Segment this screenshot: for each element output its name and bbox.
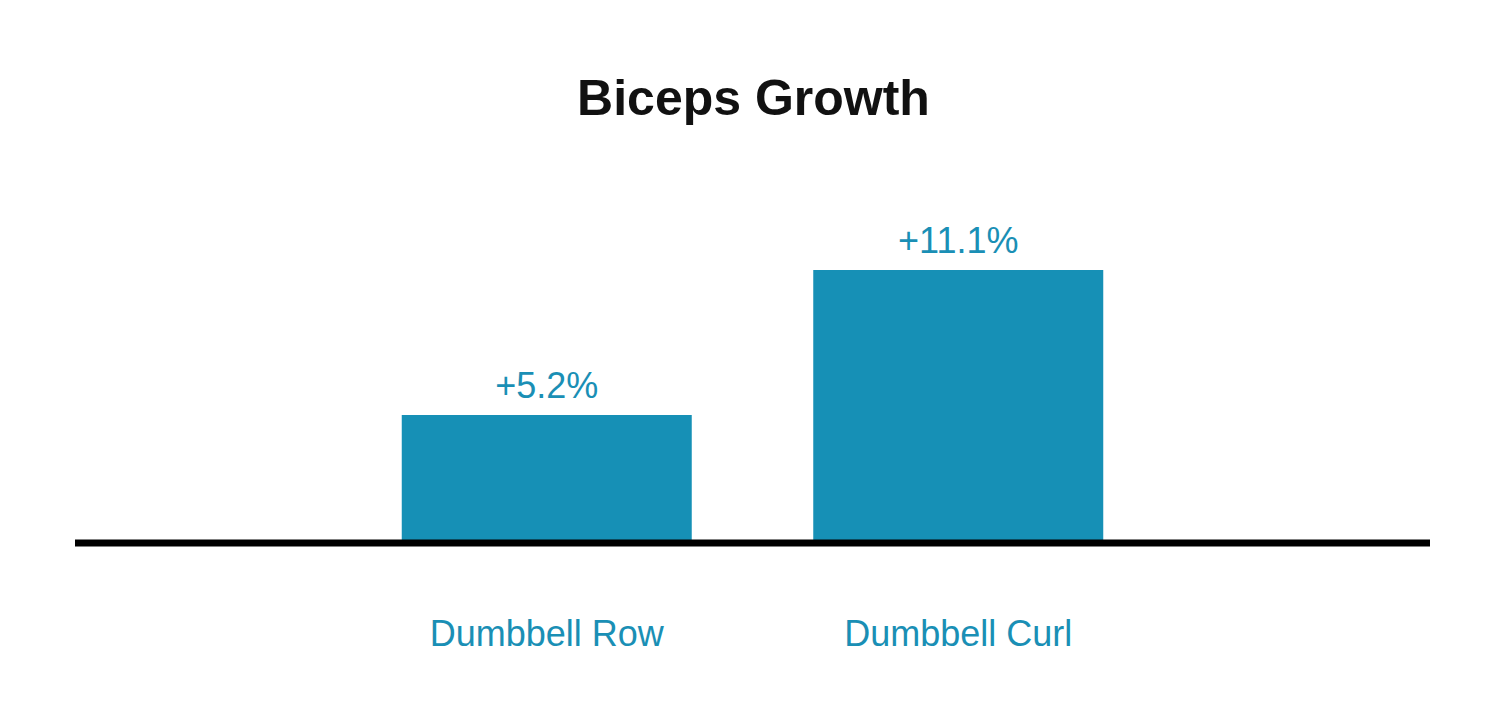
svg-text:Dumbbell Curl: Dumbbell Curl <box>844 613 1072 654</box>
svg-text:Biceps Growth: Biceps Growth <box>577 70 930 126</box>
svg-text:+11.1%: +11.1% <box>898 220 1018 261</box>
svg-text:+5.2%: +5.2% <box>495 365 598 406</box>
svg-text:Dumbbell Row: Dumbbell Row <box>430 613 665 654</box>
